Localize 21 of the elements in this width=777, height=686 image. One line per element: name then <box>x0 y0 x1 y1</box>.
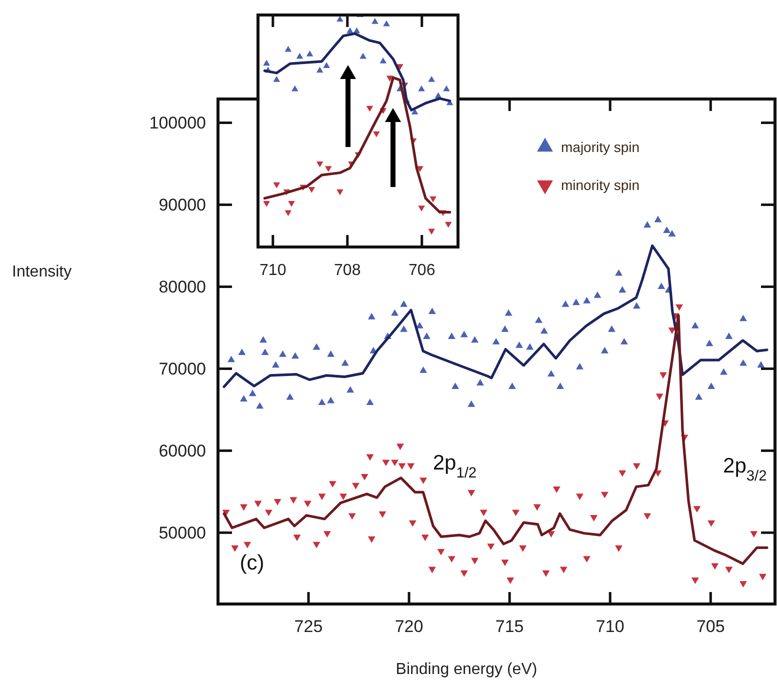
y-tick-label: 100000 <box>149 114 206 133</box>
x-axis-title: Binding energy (eV) <box>396 661 538 678</box>
y-tick-label: 70000 <box>158 360 206 379</box>
annotation: (c) <box>240 551 264 574</box>
x-tick-label: 705 <box>696 617 725 636</box>
y-axis-title: Intensity <box>12 264 72 280</box>
annotation: 2p$_{3/2}$ <box>723 454 767 484</box>
legend-label: minority spin <box>561 176 640 193</box>
y-tick-label: 90000 <box>158 196 206 215</box>
legend-label: majority spin <box>561 138 640 155</box>
x-tick-label: 708 <box>334 262 361 279</box>
y-tick-label: 80000 <box>158 278 206 297</box>
annotation: 2p$_{1/2}$ <box>432 451 477 482</box>
x-tick-label: 710 <box>260 262 286 279</box>
x-tick-label: 725 <box>294 617 323 636</box>
x-tick-label: 715 <box>495 617 524 636</box>
y-tick-label: 60000 <box>158 442 206 461</box>
x-tick-label: 720 <box>394 617 424 636</box>
y-tick-label: 50000 <box>158 524 206 543</box>
x-tick-label: 710 <box>596 617 624 636</box>
x-tick-label: 706 <box>408 262 436 279</box>
